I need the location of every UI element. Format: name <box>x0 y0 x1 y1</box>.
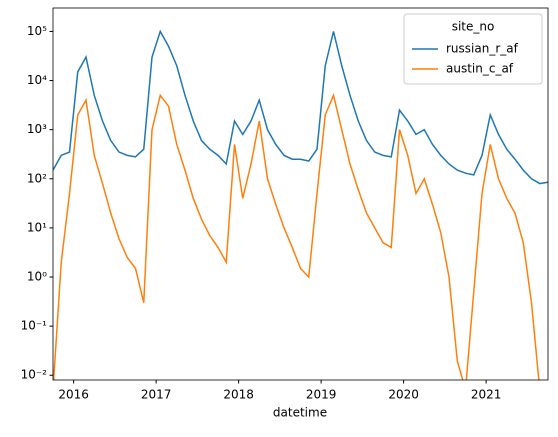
plot-area <box>53 29 548 380</box>
data-line <box>53 92 540 380</box>
axes-frame <box>52 7 549 381</box>
y-tick-label: 10¹ <box>27 220 47 234</box>
data-line <box>53 29 548 185</box>
legend-label: russian_r_af <box>446 42 519 56</box>
x-tick-label: 2019 <box>306 388 337 402</box>
x-tick-label: 2018 <box>223 388 254 402</box>
y-tick-label: 10⁻² <box>21 368 48 382</box>
legend-label: austin_c_af <box>446 62 514 76</box>
y-tick-label: 10⁻¹ <box>21 319 48 333</box>
y-tick-label: 10⁰ <box>27 270 47 284</box>
y-tick-label: 10³ <box>27 122 47 136</box>
y-tick-label: 10⁵ <box>27 24 47 38</box>
legend-title: site_no <box>452 20 495 34</box>
x-tick-label: 2021 <box>471 388 502 402</box>
x-tick-label: 2020 <box>388 388 419 402</box>
x-tick-label: 2017 <box>141 388 172 402</box>
y-tick-label: 10² <box>27 171 47 185</box>
x-axis-label: datetime <box>273 406 327 420</box>
x-tick-label: 2016 <box>58 388 89 402</box>
legend-box <box>403 13 543 85</box>
y-tick-label: 10⁴ <box>27 73 47 87</box>
